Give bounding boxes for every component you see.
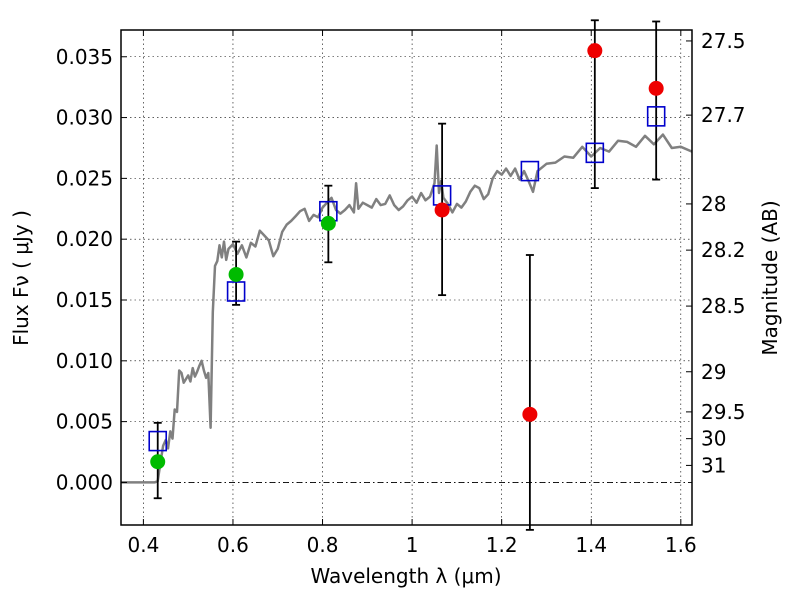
observed-point-red — [648, 80, 664, 96]
y-axis-ticks: 0.000 0.005 0.010 0.015 0.020 0.025 0.030 0.035 — [56, 45, 127, 494]
y2-tick-label: 29 — [701, 360, 726, 384]
observed-point-red — [522, 406, 538, 422]
y-tick-label: 0.015 — [56, 288, 113, 312]
y2-tick-label: 30 — [701, 427, 726, 451]
y2-tick-label: 29.5 — [701, 400, 746, 424]
y-axis-title: Flux Fν ( μJy ) — [9, 210, 33, 346]
x-tick-label: 0.4 — [127, 533, 159, 557]
observed-points — [150, 43, 664, 470]
y-tick-label: 0.005 — [56, 410, 113, 434]
y2-tick-label: 27.5 — [701, 29, 746, 53]
model-point — [226, 281, 246, 302]
model-sed-curve — [121, 133, 693, 484]
y-tick-label: 0.000 — [56, 470, 113, 494]
y2-tick-label: 27.7 — [701, 103, 746, 127]
grid-lines — [121, 30, 692, 525]
sed-line — [121, 133, 693, 484]
observed-point-green — [150, 454, 166, 470]
observed-point-green — [228, 266, 244, 282]
observed-point-red — [587, 43, 603, 59]
x-tick-label: 1.4 — [575, 533, 607, 557]
y2-tick-label: 28 — [701, 192, 726, 216]
y-tick-label: 0.020 — [56, 227, 113, 251]
y2-tick-label: 28.2 — [701, 238, 746, 262]
y-tick-label: 0.010 — [56, 349, 113, 373]
x-axis-title: Wavelength λ (μm) — [310, 564, 501, 588]
model-points — [148, 106, 666, 452]
x-axis-ticks: 0.4 0.6 0.8 1 1.2 1.4 1.6 — [127, 30, 697, 557]
y-tick-label: 0.030 — [56, 106, 113, 130]
x-tick-label: 1.2 — [486, 533, 518, 557]
model-point — [585, 142, 605, 164]
y2-axis-title: Magnitude (AB) — [758, 200, 782, 355]
y2-tick-label: 31 — [701, 453, 726, 477]
plot-frame — [120, 29, 693, 526]
x-tick-label: 0.8 — [307, 533, 339, 557]
model-point — [520, 160, 540, 182]
y2-tick-label: 28.5 — [701, 294, 746, 318]
model-point — [148, 430, 168, 452]
observed-point-green — [320, 215, 336, 231]
y-tick-label: 0.035 — [56, 45, 113, 69]
model-point — [646, 106, 666, 127]
y-tick-label: 0.025 — [56, 166, 113, 190]
x-tick-label: 1.6 — [665, 533, 697, 557]
x-tick-label: 0.6 — [217, 533, 249, 557]
x-tick-label: 1 — [406, 533, 419, 557]
observed-point-red — [434, 202, 450, 218]
